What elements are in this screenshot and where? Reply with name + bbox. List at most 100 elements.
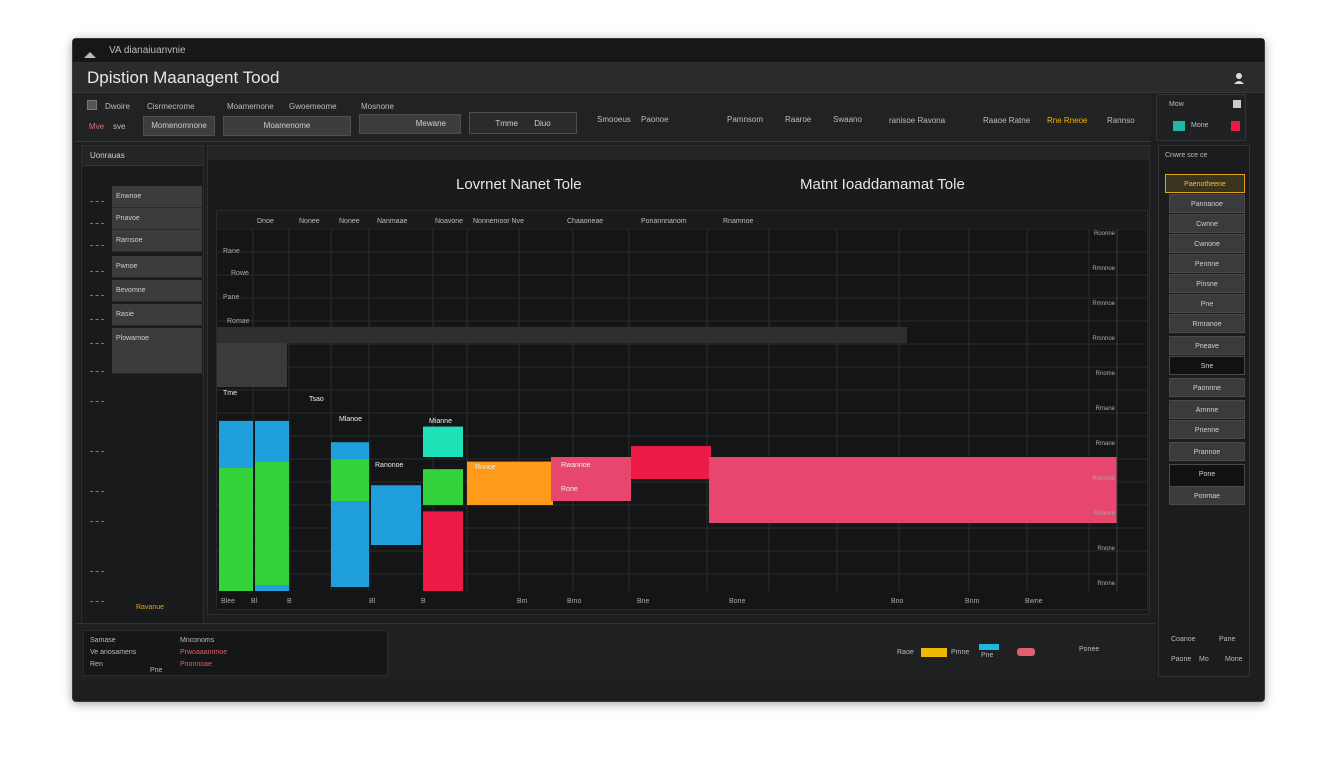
right-panel-item[interactable]: Pne bbox=[1169, 294, 1245, 313]
right-panel-item[interactable]: Rrnranoe bbox=[1169, 314, 1245, 333]
toolbar-right-label[interactable]: Smooeus bbox=[597, 115, 631, 124]
bar-green bbox=[423, 469, 463, 505]
close-icon[interactable] bbox=[1233, 100, 1241, 108]
log-label: Pne bbox=[150, 667, 163, 674]
sidebar-icon[interactable] bbox=[90, 442, 104, 452]
bar-green bbox=[255, 461, 289, 585]
right-axis-label: Ronome bbox=[1092, 476, 1115, 482]
app-logo-icon bbox=[83, 46, 97, 58]
red-swatch[interactable] bbox=[1231, 121, 1240, 131]
log-link[interactable]: Mnconoms bbox=[180, 637, 215, 644]
sidebar-item[interactable]: Bevomne bbox=[112, 280, 202, 302]
right-panel-item[interactable]: Cwnone bbox=[1169, 234, 1245, 253]
sidebar-icon[interactable] bbox=[90, 562, 104, 572]
right-axis-label: Rnomm bbox=[1094, 511, 1115, 517]
sidebar-icon[interactable] bbox=[90, 392, 104, 402]
sidebar-item[interactable]: Plowarnoe bbox=[112, 328, 202, 374]
toolbar-right-label[interactable]: Swaano bbox=[833, 115, 862, 124]
right-panel-item[interactable]: Paenotheene bbox=[1165, 174, 1245, 193]
column-header: Rnamnoe bbox=[723, 218, 753, 225]
chart-header-row bbox=[217, 211, 1147, 229]
x-tick-label: B bbox=[421, 598, 426, 605]
toolbar-field[interactable]: Mewane bbox=[359, 114, 461, 134]
right-panel-footer-label: Pane bbox=[1219, 636, 1236, 643]
right-panel-item[interactable]: Pneave bbox=[1169, 336, 1245, 355]
right-panel-item[interactable]: Pennne bbox=[1169, 254, 1245, 273]
x-tick-label: Bno bbox=[891, 598, 904, 605]
toolbar-field[interactable]: Momenomnone bbox=[143, 116, 215, 136]
grid-icon[interactable] bbox=[87, 100, 97, 110]
sidebar-icon[interactable] bbox=[90, 192, 104, 202]
right-panel-item[interactable]: Prannoe bbox=[1169, 442, 1245, 461]
sidebar-item[interactable]: Rarnsoe bbox=[112, 230, 202, 252]
toolbar-row2-item[interactable]: Mve bbox=[89, 122, 105, 131]
bar-label: Tme bbox=[223, 390, 237, 397]
log-link[interactable]: Pnonnoae bbox=[180, 661, 212, 668]
right-panel-item[interactable]: Arnnne bbox=[1169, 400, 1245, 419]
toolbar-right-label[interactable]: Rannso bbox=[1107, 116, 1135, 125]
log-link[interactable]: Prwoaaannnoe bbox=[180, 649, 228, 656]
toolbar-field[interactable]: Moamenome bbox=[223, 116, 351, 136]
right-panel-item[interactable]: Cwnne bbox=[1169, 214, 1245, 233]
chart-title-right: Matnt Ioaddamamat Tole bbox=[800, 176, 965, 193]
sidebar-icon[interactable] bbox=[90, 262, 104, 272]
sidebar-icon[interactable] bbox=[90, 310, 104, 320]
toolbar-right-label[interactable]: Raaroe bbox=[785, 115, 812, 124]
toolbar-label[interactable]: Dwoire bbox=[105, 102, 130, 111]
sidebar-item[interactable]: Pwnoe bbox=[112, 256, 202, 278]
right-panel-item[interactable]: Ponmae bbox=[1169, 486, 1245, 505]
sidebar-item[interactable]: Rasie bbox=[112, 304, 202, 326]
x-tick-label: Bne bbox=[637, 598, 650, 605]
toolbar-button[interactable]: Diuo bbox=[534, 119, 551, 128]
sidebar-icon[interactable] bbox=[90, 334, 104, 344]
toolbar-right-label[interactable]: Rne Rneoe bbox=[1047, 116, 1088, 125]
sidebar-icon[interactable] bbox=[90, 592, 104, 602]
sidebar-item[interactable]: Enwnoe bbox=[112, 186, 202, 208]
sidebar-icon[interactable] bbox=[90, 512, 104, 522]
bar-pink bbox=[551, 457, 631, 501]
toolbar-group: Tmme Diuo bbox=[469, 112, 577, 134]
sidebar-icon[interactable] bbox=[90, 482, 104, 492]
toolbar-row2-item[interactable]: sve bbox=[113, 122, 126, 131]
bottom-label: Raoe bbox=[897, 649, 914, 656]
log-label: Ve anosamens bbox=[90, 649, 137, 656]
sidebar-icon[interactable] bbox=[90, 362, 104, 372]
sidebar-icon[interactable] bbox=[90, 286, 104, 296]
right-panel-item[interactable]: Paonnne bbox=[1169, 378, 1245, 397]
log-panel: Samase Ve anosamens Ren Pne Mnconoms Prw… bbox=[83, 630, 388, 676]
x-tick-label: B bbox=[287, 598, 292, 605]
right-axis-label: Rnone bbox=[1097, 546, 1115, 552]
right-panel-item[interactable]: Sne bbox=[1169, 356, 1245, 375]
toolbar-right-label[interactable]: Pamnsom bbox=[727, 115, 764, 124]
bar-teal bbox=[423, 426, 463, 457]
column-header: Dnoe bbox=[257, 218, 274, 225]
right-panel-item[interactable]: Pnenne bbox=[1169, 420, 1245, 439]
x-tick-label: Bl bbox=[369, 598, 376, 605]
sidebar-icon[interactable] bbox=[90, 236, 104, 246]
toggle-button[interactable] bbox=[1017, 648, 1035, 656]
bar-label: Mianne bbox=[429, 418, 452, 425]
toolbar-label[interactable]: Mosnone bbox=[361, 102, 394, 111]
sidebar-item[interactable]: Pnavoe bbox=[112, 208, 202, 230]
right-panel-item[interactable]: Pinsne bbox=[1169, 274, 1245, 293]
toolbar-button[interactable]: Tmme bbox=[495, 119, 518, 128]
bar-orange bbox=[467, 461, 553, 505]
bar-label: Rone bbox=[561, 486, 578, 493]
toolbar-right-label[interactable]: ranisoe Ravona bbox=[889, 116, 946, 125]
toolbar-right-label[interactable]: Paonoe bbox=[641, 115, 669, 124]
sidebar-footer[interactable]: Ravanue bbox=[136, 604, 165, 611]
user-icon[interactable] bbox=[1233, 71, 1245, 84]
right-panel-item[interactable]: Pannanoe bbox=[1169, 194, 1245, 213]
toolbar-label[interactable]: Gwoemeome bbox=[289, 102, 337, 111]
toolbar-label[interactable]: Cisrmecrome bbox=[147, 102, 195, 111]
sidebar-icon[interactable] bbox=[90, 214, 104, 224]
right-panel-footer-label: Mo bbox=[1199, 656, 1209, 663]
row-label: Pane bbox=[223, 294, 239, 301]
bar-red bbox=[423, 511, 463, 591]
bar-blue bbox=[371, 485, 421, 545]
right-panel-footer-label: Mone bbox=[1225, 656, 1243, 663]
column-header: Nonee bbox=[339, 218, 360, 225]
toolbar-right-label[interactable]: Raaoe Ratne bbox=[983, 116, 1031, 125]
toolbar-label[interactable]: Moamemone bbox=[227, 102, 274, 111]
teal-swatch[interactable] bbox=[1173, 121, 1185, 131]
